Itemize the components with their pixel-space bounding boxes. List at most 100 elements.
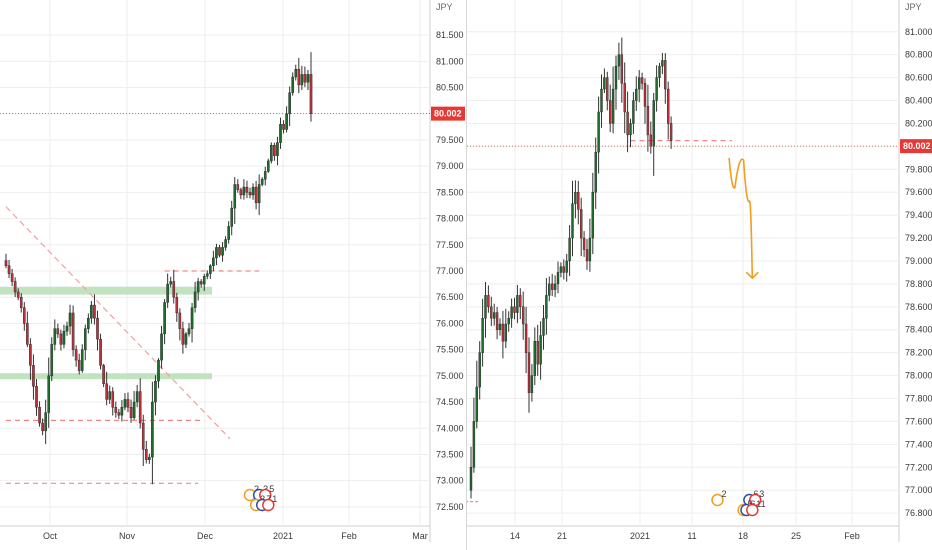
candle-body[interactable]: [74, 349, 78, 361]
candle-body[interactable]: [608, 100, 612, 124]
candle-body[interactable]: [245, 186, 249, 193]
candle-body[interactable]: [276, 142, 279, 156]
candle-body[interactable]: [649, 134, 653, 147]
candle-body[interactable]: [559, 266, 563, 273]
candle-body[interactable]: [632, 100, 635, 124]
candle-body[interactable]: [481, 318, 484, 353]
left-price-chart[interactable]: JPY81.50081.00080.50080.00079.50079.0007…: [0, 0, 466, 550]
candle-body[interactable]: [487, 295, 490, 308]
candle-body[interactable]: [620, 54, 624, 84]
candle-body[interactable]: [224, 239, 227, 248]
candle-body[interactable]: [218, 247, 221, 256]
candle-body[interactable]: [148, 456, 151, 460]
candle-body[interactable]: [577, 192, 580, 210]
candle-body[interactable]: [646, 106, 650, 136]
candle-body[interactable]: [29, 344, 32, 366]
candle-body[interactable]: [267, 160, 270, 172]
candle-body[interactable]: [96, 317, 99, 340]
candle-body[interactable]: [108, 391, 111, 400]
candle-body[interactable]: [4, 260, 8, 266]
candle-body[interactable]: [524, 323, 528, 353]
candle-body[interactable]: [629, 123, 632, 136]
candle-body[interactable]: [160, 333, 163, 361]
candle-body[interactable]: [53, 328, 57, 345]
candle-body[interactable]: [87, 317, 90, 329]
candle-body[interactable]: [7, 265, 11, 274]
candle-body[interactable]: [126, 399, 130, 408]
candle-body[interactable]: [10, 273, 14, 282]
candle-body[interactable]: [44, 412, 47, 432]
candle-body[interactable]: [519, 295, 522, 308]
candle-body[interactable]: [600, 88, 603, 113]
candle-body[interactable]: [199, 281, 203, 285]
candle-body[interactable]: [475, 386, 479, 422]
candle-body[interactable]: [303, 74, 307, 83]
candle-body[interactable]: [501, 323, 505, 342]
candle-body[interactable]: [542, 318, 545, 336]
candle-body[interactable]: [56, 328, 60, 335]
candle-body[interactable]: [536, 341, 539, 365]
candle-body[interactable]: [469, 467, 473, 491]
candle-body[interactable]: [16, 291, 20, 298]
candle-body[interactable]: [640, 77, 644, 84]
candle-body[interactable]: [484, 295, 487, 319]
candle-body[interactable]: [71, 312, 75, 350]
candle-body[interactable]: [300, 74, 304, 86]
candle-body[interactable]: [221, 247, 224, 256]
candle-body[interactable]: [35, 386, 38, 408]
right-chart-pane[interactable]: JPY81.00080.80080.60080.40080.20080.0007…: [466, 0, 932, 550]
candle-body[interactable]: [279, 124, 282, 143]
candle-body[interactable]: [178, 312, 182, 329]
candle-body[interactable]: [533, 341, 537, 376]
candle-body[interactable]: [102, 365, 105, 384]
candle-body[interactable]: [13, 281, 17, 293]
trendline[interactable]: [5, 206, 231, 440]
candle-body[interactable]: [230, 207, 234, 227]
candle-body[interactable]: [571, 203, 574, 239]
economic-event-icon[interactable]: [746, 503, 759, 517]
forecast-path[interactable]: [728, 157, 754, 279]
candle-body[interactable]: [83, 328, 87, 350]
candle-body[interactable]: [507, 318, 510, 325]
candle-body[interactable]: [288, 92, 291, 114]
candle-body[interactable]: [62, 331, 66, 345]
candle-body[interactable]: [80, 349, 84, 371]
candle-body[interactable]: [59, 333, 63, 345]
candle-body[interactable]: [32, 365, 35, 387]
candle-body[interactable]: [658, 65, 661, 78]
candle-body[interactable]: [568, 237, 571, 262]
candle-body[interactable]: [233, 184, 237, 209]
candle-body[interactable]: [254, 186, 258, 204]
candle-body[interactable]: [19, 297, 23, 308]
candle-body[interactable]: [50, 344, 54, 377]
candle-body[interactable]: [263, 171, 267, 180]
candle-body[interactable]: [550, 283, 554, 290]
candle-body[interactable]: [270, 144, 273, 162]
candle-body[interactable]: [239, 189, 243, 196]
candle-body[interactable]: [117, 412, 121, 416]
candle-body[interactable]: [490, 306, 493, 319]
candle-body[interactable]: [548, 283, 551, 296]
candle-body[interactable]: [539, 335, 542, 365]
candle-body[interactable]: [582, 237, 586, 250]
candle-body[interactable]: [588, 237, 592, 262]
candle-body[interactable]: [172, 281, 176, 298]
candle-body[interactable]: [297, 68, 301, 86]
candle-body[interactable]: [251, 186, 255, 196]
candle-body[interactable]: [626, 111, 629, 136]
candle-body[interactable]: [190, 307, 194, 329]
candle-body[interactable]: [545, 295, 548, 319]
candle-body[interactable]: [144, 449, 148, 460]
candle-body[interactable]: [553, 283, 557, 290]
candle-body[interactable]: [472, 421, 476, 468]
candle-body[interactable]: [132, 401, 136, 418]
economic-event-icon[interactable]: [262, 498, 275, 512]
candle-body[interactable]: [248, 192, 252, 196]
candle-body[interactable]: [498, 323, 502, 330]
candle-body[interactable]: [309, 74, 313, 114]
candle-body[interactable]: [26, 323, 29, 345]
candle-body[interactable]: [556, 272, 560, 285]
candle-body[interactable]: [643, 83, 647, 107]
candle-body[interactable]: [495, 312, 499, 330]
candle-body[interactable]: [661, 60, 664, 67]
